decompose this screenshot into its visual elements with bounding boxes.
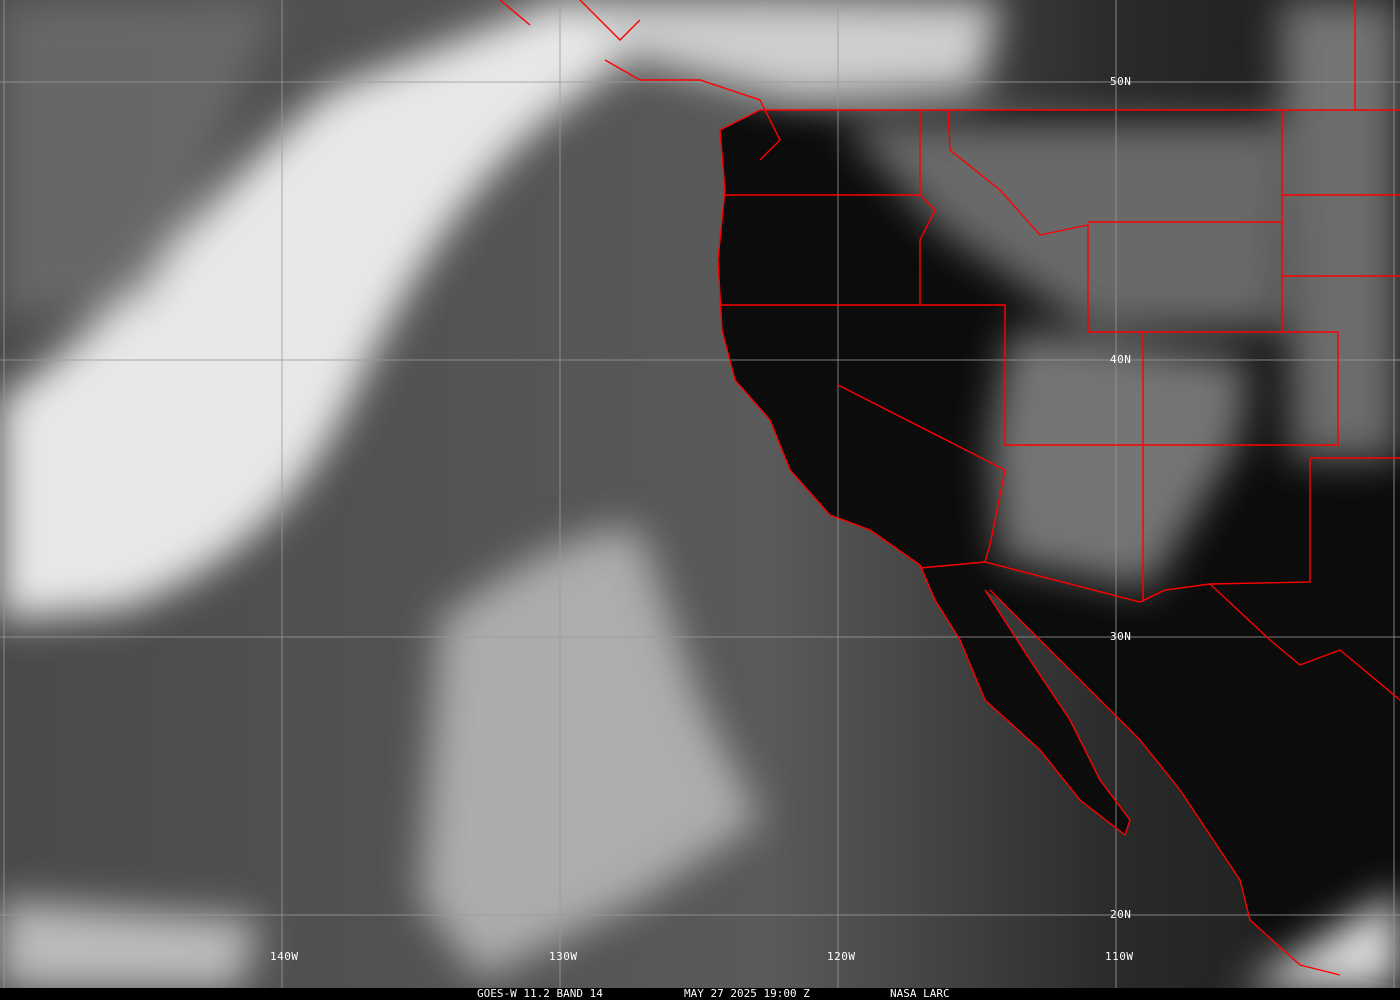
canada-coast bbox=[499, 0, 781, 161]
lat-label-30n: 30N bbox=[1110, 630, 1132, 643]
caption-datetime: MAY 27 2025 19:00 Z bbox=[684, 987, 810, 1000]
coastline bbox=[717, 109, 1341, 976]
lon-label-120w: 120W bbox=[827, 950, 856, 963]
lat-label-40n: 40N bbox=[1110, 353, 1132, 366]
caption-bar: GOES-W 11.2 BAND 14 MAY 27 2025 19:00 Z … bbox=[0, 988, 1400, 1000]
state-borders bbox=[720, 0, 1400, 701]
caption-band: GOES-W 11.2 BAND 14 bbox=[477, 987, 603, 1000]
lat-label-20n: 20N bbox=[1110, 908, 1132, 921]
caption-source: NASA LARC bbox=[890, 987, 950, 1000]
political-borders bbox=[499, 0, 1400, 976]
lon-label-130w: 130W bbox=[549, 950, 578, 963]
lat-label-50n: 50N bbox=[1110, 75, 1132, 88]
lon-label-140w: 140W bbox=[270, 950, 299, 963]
lon-label-110w: 110W bbox=[1105, 950, 1134, 963]
